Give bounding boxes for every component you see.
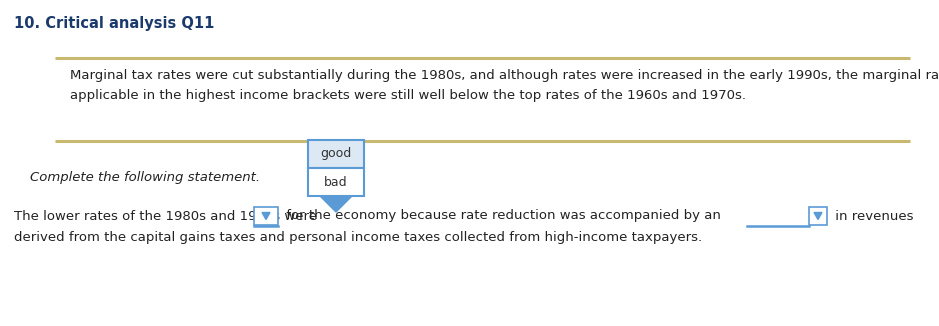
Text: applicable in the highest income brackets were still well below the top rates of: applicable in the highest income bracket… (70, 89, 746, 102)
Text: Complete the following statement.: Complete the following statement. (30, 171, 260, 185)
Polygon shape (814, 213, 822, 219)
Text: Marginal tax rates were cut substantially during the 1980s, and although rates w: Marginal tax rates were cut substantiall… (70, 69, 939, 82)
Bar (809, 207, 827, 225)
Text: good: good (320, 147, 351, 160)
Text: derived from the capital gains taxes and personal income taxes collected from hi: derived from the capital gains taxes and… (14, 231, 702, 244)
Bar (254, 207, 278, 225)
Text: The lower rates of the 1980s and 1990s were: The lower rates of the 1980s and 1990s w… (14, 210, 321, 223)
Polygon shape (262, 213, 270, 219)
FancyBboxPatch shape (308, 168, 364, 196)
Polygon shape (320, 196, 352, 212)
Text: bad: bad (324, 175, 347, 188)
Text: 10. Critical analysis Q11: 10. Critical analysis Q11 (14, 16, 214, 31)
Text: in revenues: in revenues (831, 210, 914, 223)
FancyBboxPatch shape (308, 140, 364, 168)
Text: for the economy because rate reduction was accompanied by an: for the economy because rate reduction w… (282, 210, 725, 223)
